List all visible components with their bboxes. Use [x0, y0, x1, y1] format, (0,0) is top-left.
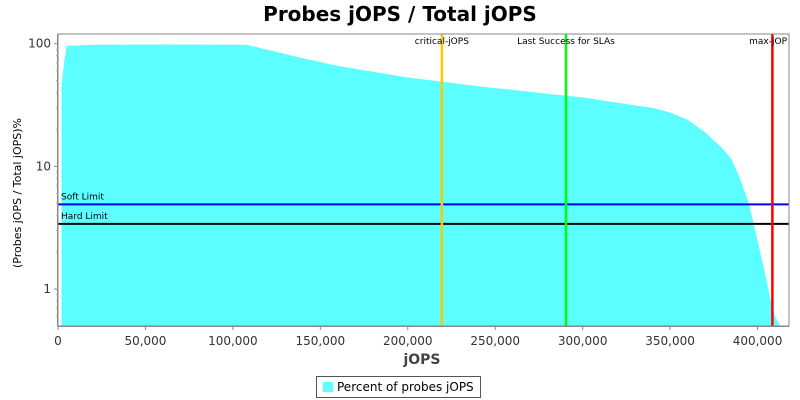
y-axis: 1 10 100 — [28, 34, 58, 326]
x-tick-label-8: 400,000 — [733, 334, 783, 348]
vline-label-0: critical-jOPS — [415, 37, 469, 47]
series-area-0 — [61, 44, 789, 326]
x-tick-label-6: 300,000 — [558, 334, 608, 348]
legend: Percent of probes jOPS — [316, 376, 481, 398]
x-tick-label-5: 250,000 — [470, 334, 520, 348]
x-tick-label-0: 0 — [54, 334, 62, 348]
hline-label-1: Hard Limit — [61, 212, 108, 222]
hline-label-0: Soft Limit — [61, 192, 104, 202]
x-axis: 0 50,000 100,000 150,000 200,000 250,000 300,0… — [54, 326, 789, 348]
y-tick-label-2: 100 — [28, 37, 51, 51]
vline-label-2: max-jOP — [749, 37, 787, 47]
chart-title: Probes jOPS / Total jOPS — [263, 2, 537, 26]
y-tick-label-0: 1 — [43, 282, 51, 296]
y-tick-label-1: 10 — [36, 159, 51, 173]
x-tick-label-7: 350,000 — [645, 334, 695, 348]
legend-label: Percent of probes jOPS — [337, 380, 474, 394]
legend-swatch-icon — [323, 382, 333, 392]
x-axis-label: jOPS — [402, 352, 440, 368]
x-tick-label-4: 200,000 — [383, 334, 433, 348]
vline-label-1: Last Success for SLAs — [517, 37, 615, 47]
x-tick-label-2: 100,000 — [208, 334, 258, 348]
x-tick-label-3: 150,000 — [296, 334, 346, 348]
plot-area: Soft Limit Hard Limit critical-jOPS Last Su… — [57, 33, 790, 327]
x-tick-label-1: 50,000 — [124, 334, 166, 348]
y-axis-label: (Probes jOPS / Total jOPS)% — [11, 118, 24, 268]
